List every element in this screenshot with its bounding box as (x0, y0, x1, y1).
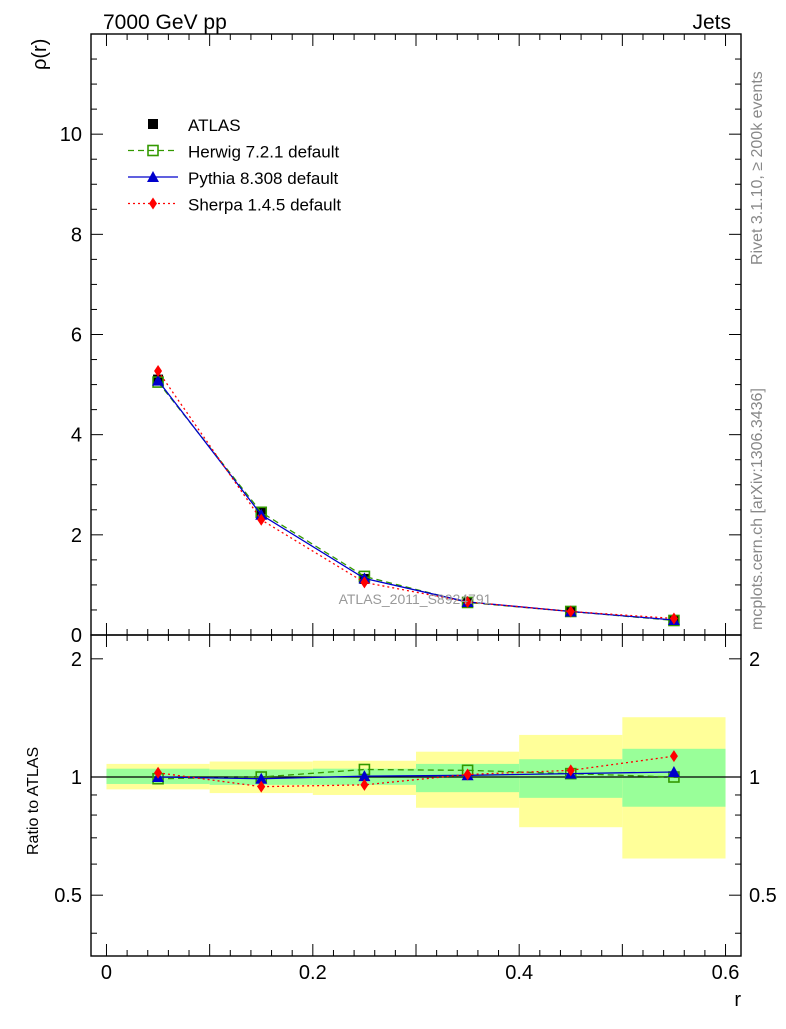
main-panel-series (152, 365, 680, 627)
pythia-main-point (152, 374, 165, 386)
ratio-y-tick-label-right: 1 (749, 767, 760, 789)
pythia-ratio-point (667, 765, 680, 777)
pythia-main-line (157, 380, 674, 621)
sherpa-main-line (157, 370, 674, 620)
header-right-label: Jets (692, 11, 731, 34)
sherpa-main-point (669, 612, 678, 625)
header-left-label: 7000 GeV pp (103, 11, 227, 34)
rivet-label: Rivet 3.1.10, ≥ 200k events (749, 71, 766, 265)
sherpa-ratio-line (157, 755, 675, 788)
x-tick-label: 0 (101, 962, 112, 984)
sherpa-ratio-point (566, 764, 575, 777)
pythia-ratio-point (255, 772, 268, 784)
x-axis-label: r (734, 989, 741, 1011)
x-tick-label: 0.2 (299, 962, 327, 984)
main-y-tick-label: 10 (60, 124, 82, 146)
ratio-y-tick-label-right: 2 (749, 649, 760, 671)
legend-label-atlas: ATLAS (188, 116, 241, 135)
ratio-y-tick-label-left: 2 (71, 649, 82, 671)
sherpa-main-point (360, 576, 369, 589)
ratio-y-tick-label-left: 0.5 (54, 885, 82, 907)
main-y-tick-label: 2 (71, 525, 82, 547)
sherpa-main-point (566, 605, 575, 618)
sherpa-main-point (257, 513, 266, 526)
legend: ATLAS Herwig 7.2.1 default Pythia 8.308 de… (128, 116, 341, 215)
legend-label-sherpa: Sherpa 1.4.5 default (188, 196, 341, 215)
pythia-ratio-point (358, 770, 371, 782)
herwig-ratio-line (158, 768, 674, 780)
ratio-panel-series (152, 750, 680, 793)
sherpa-ratio-point (257, 780, 266, 793)
legend-marker-pythia (147, 171, 159, 182)
sherpa-ratio-point (154, 766, 163, 779)
legend-marker-sherpa (149, 197, 157, 210)
ratio-y-tick-label-right: 0.5 (749, 885, 777, 907)
mcplots-label: mcplots.cern.ch [arXiv:1306.3436] (749, 388, 766, 630)
x-tick-label: 0.6 (712, 962, 740, 984)
legend-label-pythia: Pythia 8.308 default (188, 169, 339, 188)
main-y-tick-label: 0 (71, 625, 82, 647)
ratio-y-tick-label-left: 1 (71, 767, 82, 789)
sherpa-ratio-point (669, 750, 678, 763)
legend-marker-atlas (148, 119, 158, 129)
main-y-axis-label: ρ(r) (29, 39, 51, 70)
pythia-ratio-line (158, 771, 674, 780)
legend-marker-herwig (147, 144, 159, 157)
legend-label-herwig: Herwig 7.2.1 default (188, 143, 339, 162)
main-y-tick-label: 8 (71, 224, 82, 246)
sherpa-ratio-point (463, 768, 472, 781)
sherpa-main-point (154, 365, 163, 378)
ratio-y-axis-label: Ratio to ATLAS (25, 747, 42, 855)
sherpa-main-point (463, 595, 472, 608)
main-y-tick-label: 4 (71, 425, 82, 447)
sherpa-ratio-point (360, 778, 369, 791)
x-tick-label: 0.4 (505, 962, 533, 984)
main-y-tick-label: 6 (71, 325, 82, 347)
analysis-watermark: ATLAS_2011_S8924791 (339, 591, 492, 607)
